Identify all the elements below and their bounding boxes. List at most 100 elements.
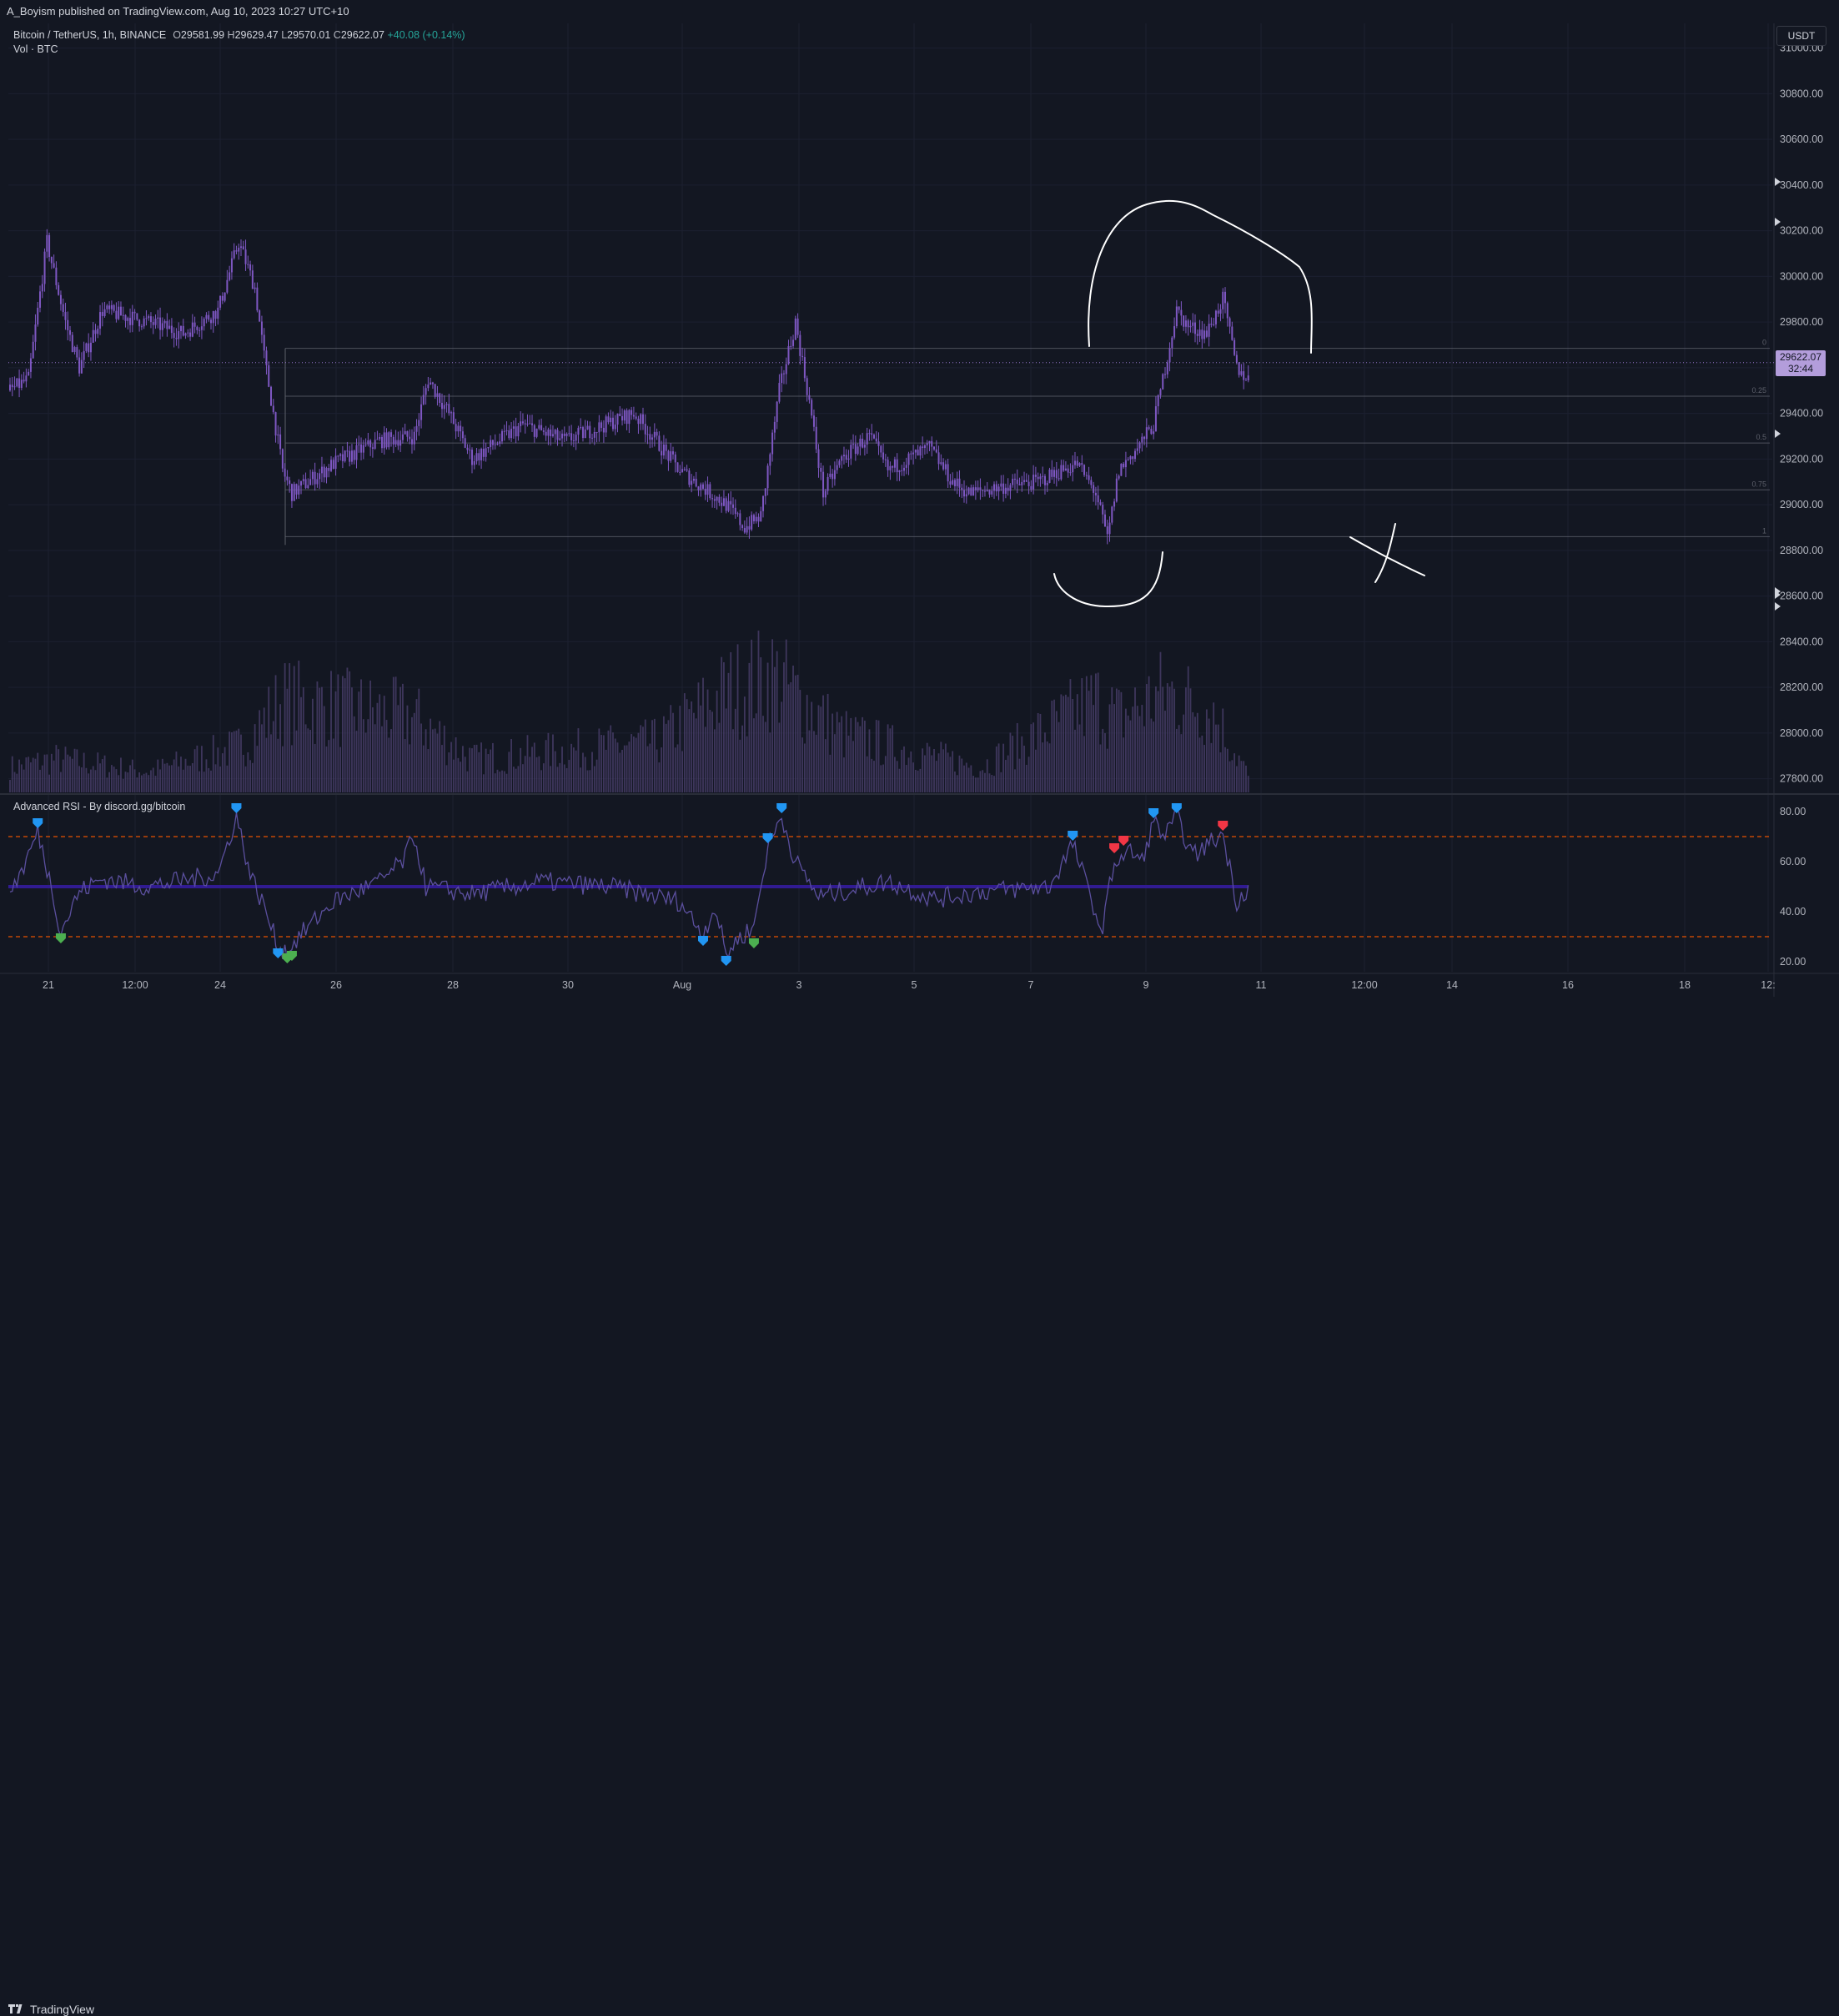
candle-body <box>168 325 171 329</box>
volume-bar <box>196 745 198 792</box>
volume-bar <box>649 743 651 792</box>
volume-bar <box>388 737 390 792</box>
volume-bar <box>741 725 743 792</box>
candle-body <box>949 481 952 485</box>
drawn-cross-stroke <box>1349 536 1425 576</box>
time-tick-label: 16 <box>1562 979 1574 991</box>
price-tick-label: 29200.00 <box>1780 453 1823 465</box>
volume-bar <box>529 757 531 792</box>
volume-bar <box>730 651 732 792</box>
volume-bar <box>736 644 739 792</box>
candle-body <box>1235 354 1238 363</box>
volume-bar <box>358 691 360 792</box>
candle-body <box>92 329 94 343</box>
volume-bar <box>344 678 346 792</box>
volume-bar <box>1067 696 1069 792</box>
volume-bar <box>988 773 991 792</box>
candle-body <box>845 455 847 460</box>
chart-canvas[interactable]: 00.250.50.75131000.0030800.0030600.00304… <box>0 0 1839 1027</box>
rsi-tick-label: 60.00 <box>1780 856 1806 867</box>
candle-body <box>503 430 505 432</box>
volume-bar <box>847 735 850 792</box>
volume-bar <box>1104 733 1106 792</box>
candle-body <box>106 305 108 309</box>
tradingview-brand[interactable]: TradingView <box>8 2003 94 2016</box>
volume-bar <box>32 757 34 792</box>
candle-body <box>149 316 152 323</box>
candle-body <box>25 375 28 382</box>
volume-bar <box>1215 724 1217 792</box>
volume-bar <box>739 739 741 792</box>
axis-marker-icon <box>1775 602 1781 611</box>
volume-bar <box>1217 724 1219 792</box>
volume-bar <box>1051 701 1053 792</box>
volume-bar <box>1097 672 1099 792</box>
candle-body <box>1183 315 1185 327</box>
volume-bar <box>103 755 106 792</box>
candle-body <box>716 496 718 501</box>
volume-bar <box>376 702 379 792</box>
candle-body <box>350 450 353 462</box>
candle-body <box>1051 469 1053 477</box>
candle-body <box>538 425 540 429</box>
candle-body <box>1189 325 1192 328</box>
volume-bar <box>231 732 233 792</box>
volume-bar <box>415 699 418 792</box>
volume-bar <box>593 766 595 792</box>
volume-bar <box>584 757 586 792</box>
candle-body <box>263 334 265 351</box>
candle-body <box>249 264 252 271</box>
volume-bar <box>362 719 364 792</box>
volume-bar <box>995 746 997 792</box>
candle-body <box>940 462 942 465</box>
candle-body <box>445 404 448 405</box>
volume-bar <box>531 747 533 792</box>
candle-body <box>1150 429 1153 435</box>
volume-bar <box>838 722 841 792</box>
volume-bar <box>80 767 83 792</box>
candle-body <box>1021 481 1023 485</box>
time-tick-label: 12:00 <box>122 979 148 991</box>
volume-bar <box>817 705 820 792</box>
price-tick-label: 28800.00 <box>1780 545 1823 556</box>
volume-bar <box>394 676 397 792</box>
currency-selector[interactable]: USDT <box>1776 26 1826 46</box>
candle-body <box>490 440 492 448</box>
candle-body <box>205 314 208 319</box>
volume-bar <box>120 757 122 792</box>
symbol-title[interactable]: Bitcoin / TetherUS, 1h, BINANCE <box>13 29 167 41</box>
volume-bar <box>85 767 88 792</box>
volume-bar <box>1127 715 1129 792</box>
volume-bar <box>1213 702 1215 792</box>
volume-bar <box>23 769 25 792</box>
candle-body <box>23 380 25 382</box>
price-axis: 31000.0030800.0030600.0030400.0030200.00… <box>1775 43 1823 785</box>
rsi-indicator-title[interactable]: Advanced RSI - By discord.gg/bitcoin <box>13 801 186 812</box>
candle-body <box>1033 475 1035 490</box>
candle-body <box>871 433 873 435</box>
time-axis: 21 12:00 24 26 28 30 Aug 3 5 7 9 11 12:00 14 16 18 12: <box>43 979 1776 991</box>
candle-body <box>281 449 284 469</box>
candle-body <box>1043 475 1046 485</box>
volume-bar <box>210 770 212 792</box>
candle-body <box>905 465 907 468</box>
volume-bar <box>39 769 41 792</box>
volume-bar <box>381 726 383 792</box>
candle-body <box>1247 375 1249 381</box>
volume-bar <box>1120 691 1123 792</box>
volume-bar <box>1078 724 1081 792</box>
volume-bar <box>9 779 11 792</box>
volume-legend[interactable]: Vol · BTC <box>13 43 58 55</box>
volume-bar <box>667 720 670 792</box>
volume-bar <box>1164 711 1166 792</box>
volume-bar <box>443 725 445 792</box>
volume-bar <box>868 729 871 792</box>
volume-bar <box>520 747 522 792</box>
volume-bar <box>53 760 55 792</box>
volume-bar <box>432 729 434 792</box>
candle-body <box>163 320 166 324</box>
candle-body <box>739 513 741 525</box>
close-label: C <box>333 29 341 41</box>
volume-bar <box>616 742 619 792</box>
candle-body <box>1030 485 1033 490</box>
